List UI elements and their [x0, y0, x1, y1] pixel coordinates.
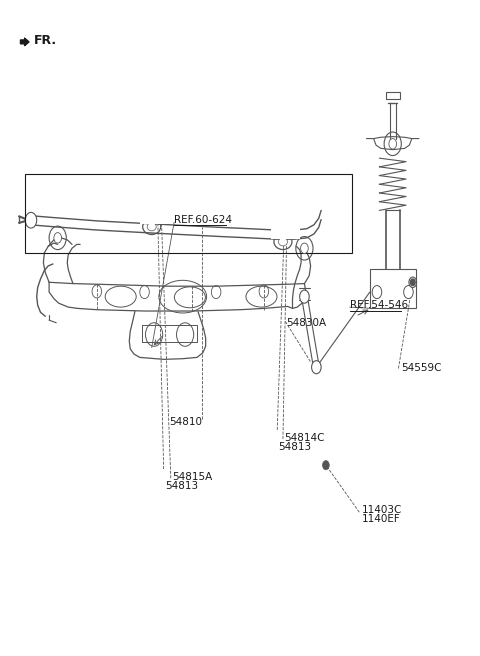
Text: 54813: 54813	[278, 442, 312, 452]
Circle shape	[54, 233, 61, 243]
Bar	[25, 174, 352, 253]
Circle shape	[409, 277, 417, 287]
Ellipse shape	[280, 224, 291, 234]
Text: 11403C: 11403C	[362, 504, 402, 514]
Text: 54559C: 54559C	[401, 363, 441, 373]
Text: 54815A: 54815A	[172, 472, 213, 482]
Circle shape	[372, 285, 382, 298]
Text: 54814C: 54814C	[284, 433, 325, 443]
Circle shape	[312, 361, 321, 374]
Ellipse shape	[278, 237, 288, 246]
Text: 54830A: 54830A	[286, 318, 326, 328]
Ellipse shape	[147, 222, 156, 231]
Text: 1140EF: 1140EF	[362, 514, 400, 523]
Text: FR.: FR.	[34, 34, 57, 47]
Bar	[271, 223, 300, 239]
Circle shape	[389, 138, 396, 149]
Bar	[140, 208, 168, 224]
Text: 54810: 54810	[169, 417, 202, 427]
Circle shape	[300, 290, 309, 303]
Bar	[385, 92, 400, 99]
Bar	[271, 210, 300, 226]
Text: REF.60-624: REF.60-624	[174, 215, 232, 225]
Bar	[140, 195, 168, 211]
Circle shape	[323, 461, 329, 470]
Ellipse shape	[149, 209, 160, 218]
Circle shape	[300, 243, 308, 253]
Text: 54813: 54813	[165, 481, 198, 491]
Polygon shape	[21, 38, 29, 46]
Text: REF.54-546: REF.54-546	[350, 300, 408, 310]
Circle shape	[25, 213, 36, 228]
Circle shape	[410, 279, 415, 285]
Bar	[370, 269, 416, 308]
Circle shape	[404, 285, 413, 298]
